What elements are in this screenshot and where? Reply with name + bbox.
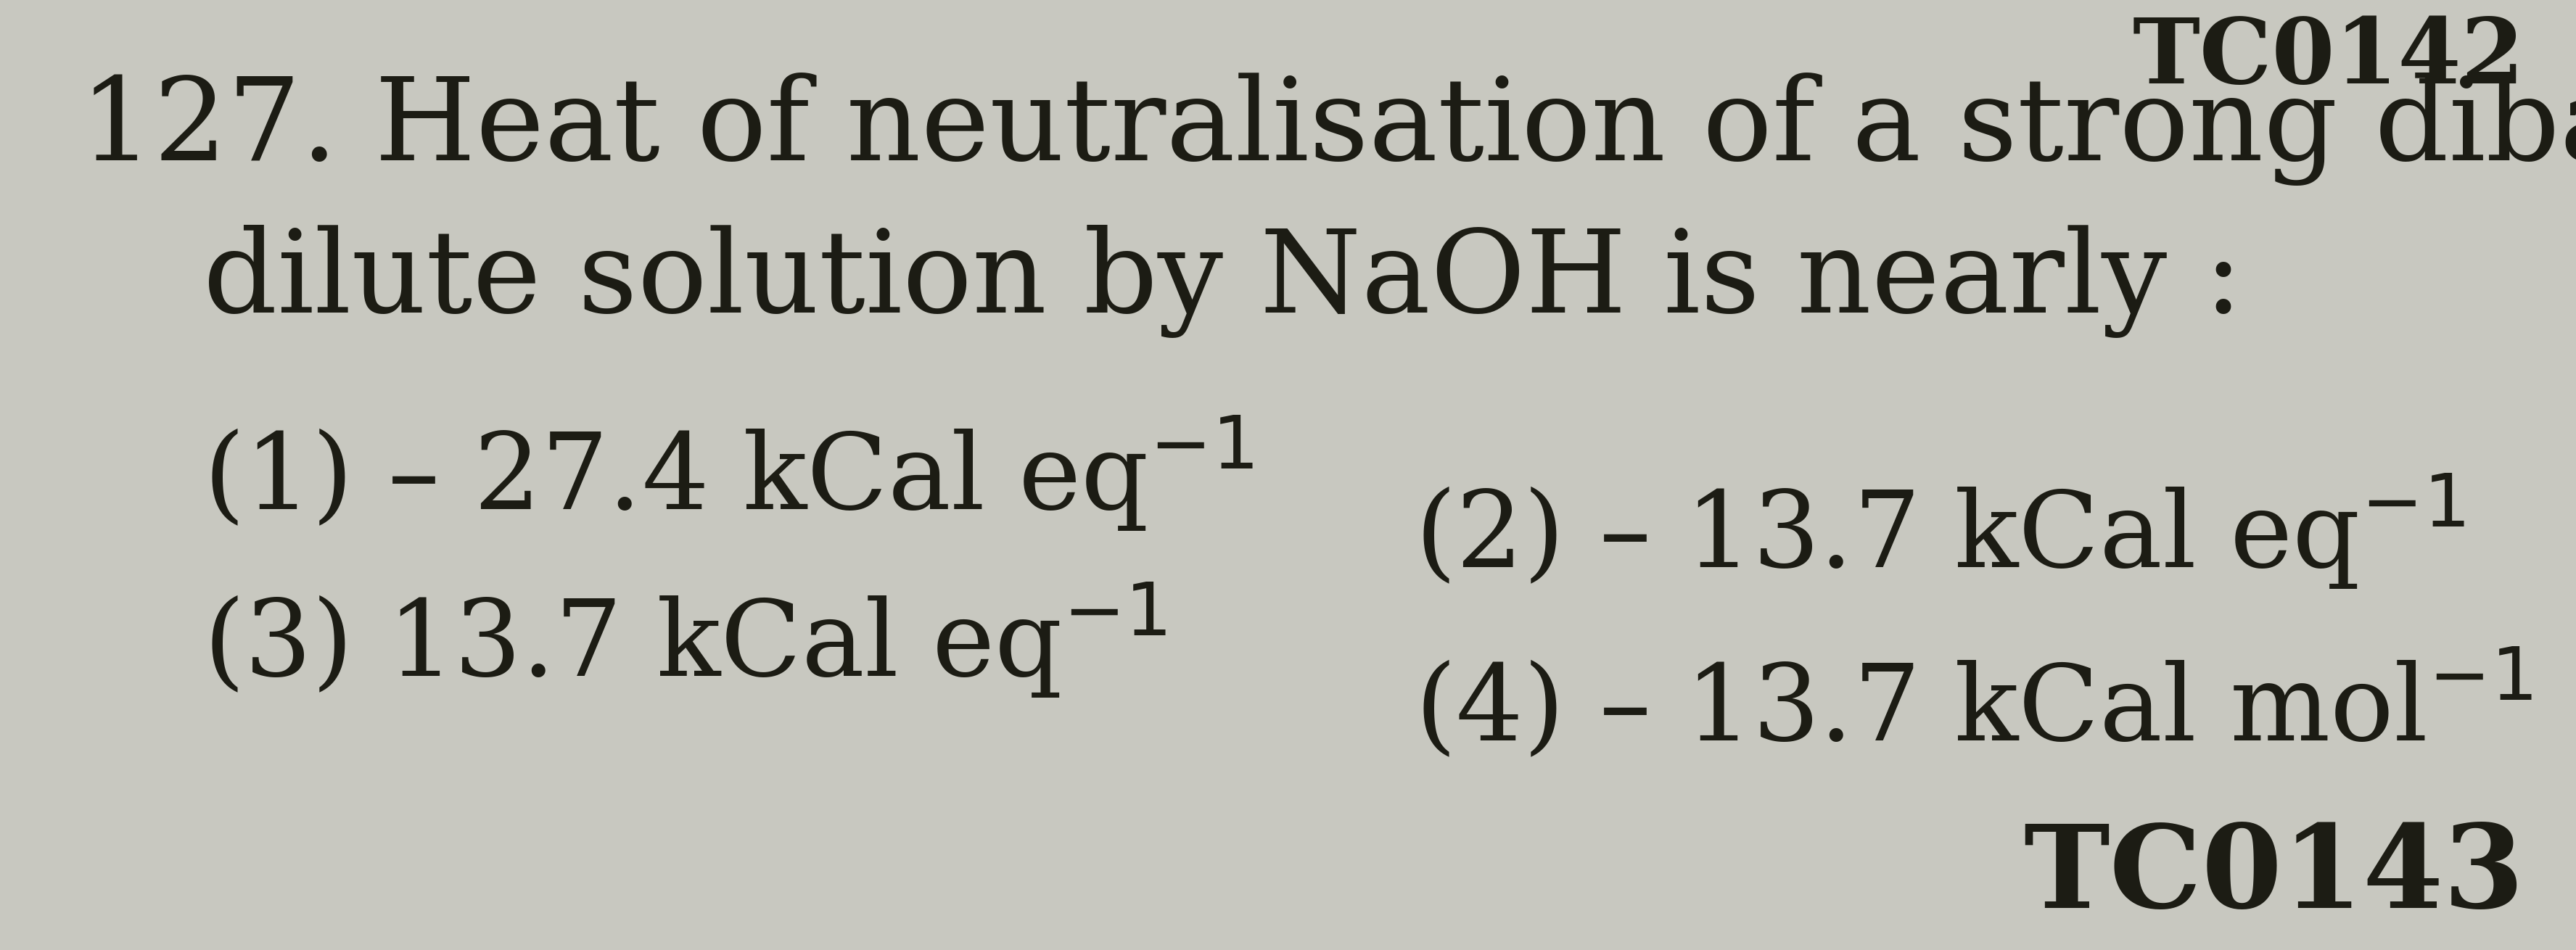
Text: (1) – 27.4 kCal eq$^{-1}$: (1) – 27.4 kCal eq$^{-1}$ [204, 413, 1255, 533]
Text: TC0142: TC0142 [2133, 14, 2524, 103]
Text: (4) – 13.7 kCal mol$^{-1}$: (4) – 13.7 kCal mol$^{-1}$ [1414, 649, 2532, 763]
Text: dilute solution by NaOH is nearly :: dilute solution by NaOH is nearly : [204, 225, 2244, 338]
Text: TC0143: TC0143 [2025, 820, 2524, 932]
Text: (3) 13.7 kCal eq$^{-1}$: (3) 13.7 kCal eq$^{-1}$ [204, 580, 1167, 700]
Text: (2) – 13.7 kCal eq$^{-1}$: (2) – 13.7 kCal eq$^{-1}$ [1414, 471, 2465, 591]
Text: 127. Heat of neutralisation of a strong dibasic acid in: 127. Heat of neutralisation of a strong … [80, 72, 2576, 185]
